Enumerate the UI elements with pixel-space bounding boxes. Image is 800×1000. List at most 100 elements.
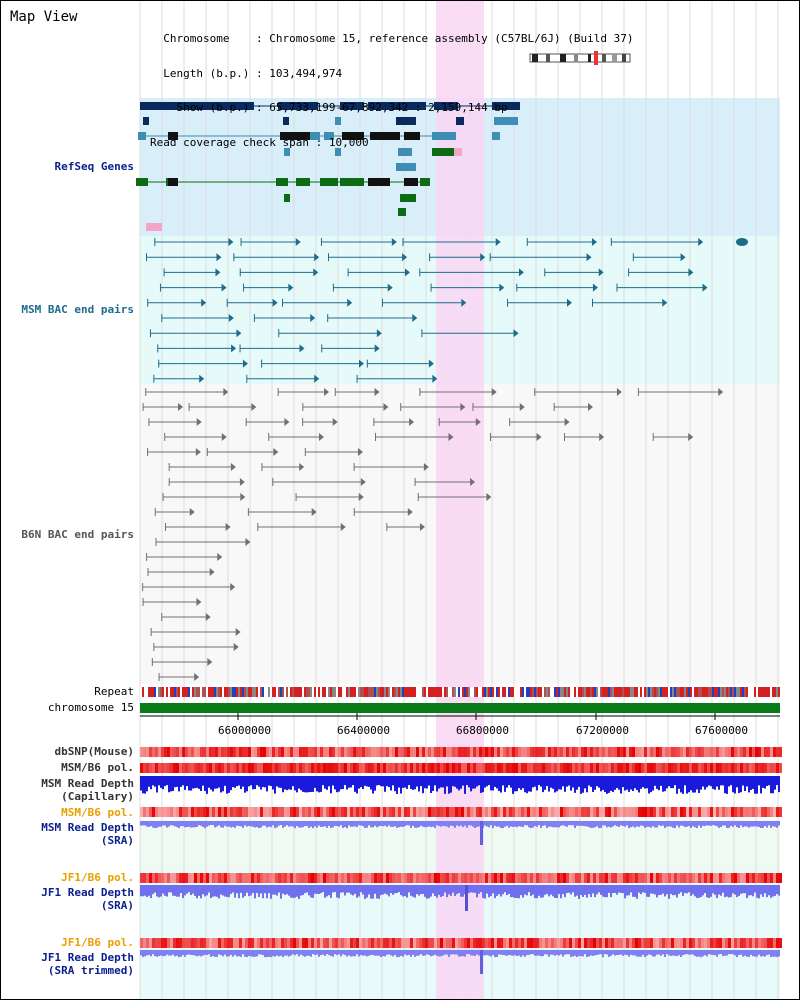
heat-cell — [215, 747, 218, 757]
heat-cell — [389, 938, 392, 948]
msm-bac-arrow — [201, 298, 207, 307]
heat-cell — [230, 763, 233, 773]
heat-cell — [581, 873, 584, 883]
heat-cell — [356, 938, 359, 948]
depth-bar — [298, 950, 300, 957]
heat-cell — [662, 763, 665, 773]
depth-bar — [706, 776, 708, 788]
depth-bar — [496, 885, 498, 896]
depth-bar — [186, 885, 188, 894]
heat-cell — [773, 873, 776, 883]
depth-bar — [254, 776, 256, 790]
depth-bar — [310, 885, 312, 898]
depth-bar — [680, 776, 682, 793]
repeat-bar — [162, 687, 164, 697]
heat-cell — [536, 938, 539, 948]
heat-cell — [704, 807, 707, 817]
msm-bac-arrow — [387, 283, 393, 292]
depth-bar — [488, 950, 490, 956]
depth-bar — [742, 885, 744, 894]
depth-bar — [716, 776, 718, 787]
depth-bar — [468, 821, 470, 826]
depth-bar — [686, 950, 688, 955]
depth-bar — [146, 885, 148, 898]
depth-bar — [324, 821, 326, 827]
heat-cell — [425, 807, 428, 817]
track-label-b6n-bac[interactable]: B6N BAC end pairs — [21, 528, 134, 541]
repeat-bar — [482, 687, 484, 697]
depth-bar — [474, 885, 476, 893]
repeat-bar — [478, 687, 480, 697]
depth-bar — [572, 776, 574, 788]
heat-cell — [416, 873, 419, 883]
depth-bar — [154, 950, 156, 957]
heat-cell — [443, 747, 446, 757]
repeat-bar — [746, 687, 748, 697]
depth-bar — [144, 821, 146, 826]
heat-cell — [689, 938, 692, 948]
depth-bar — [276, 885, 278, 896]
msm-bac-cluster — [736, 238, 748, 246]
heat-cell — [203, 938, 206, 948]
msm-bac-arrow — [680, 253, 686, 262]
depth-bar — [376, 885, 378, 899]
depth-bar — [446, 776, 448, 787]
repeat-bar — [172, 687, 174, 697]
depth-bar — [656, 821, 658, 828]
depth-bar — [458, 821, 460, 827]
depth-bar — [146, 821, 148, 827]
depth-bar — [634, 950, 636, 956]
depth-bar — [652, 821, 654, 827]
heat-cell — [224, 807, 227, 817]
repeat-bar — [352, 687, 354, 697]
depth-bar — [602, 885, 604, 897]
heat-cell — [434, 747, 437, 757]
heat-cell — [593, 873, 596, 883]
heat-cell — [602, 747, 605, 757]
repeat-bar — [288, 687, 290, 697]
track-label-msm-bac[interactable]: MSM BAC end pairs — [21, 303, 134, 316]
depth-bar — [252, 776, 254, 790]
heat-cell — [659, 747, 662, 757]
msm-bac-arrow — [215, 268, 221, 277]
depth-bar — [594, 821, 596, 828]
b6n-bac-arrow — [360, 478, 366, 486]
depth-bar — [724, 885, 726, 898]
heat-cell — [572, 763, 575, 773]
depth-bar — [538, 885, 540, 896]
repeat-bar — [518, 687, 520, 697]
repeat-bar — [254, 687, 256, 697]
heat-cell — [227, 807, 230, 817]
depth-bar — [466, 950, 468, 955]
depth-bar — [182, 950, 184, 956]
repeat-bar — [738, 687, 740, 697]
heat-cell — [551, 873, 554, 883]
b6n-bac-arrow — [718, 388, 724, 396]
repeat-bar — [274, 687, 276, 697]
gene-exon — [368, 178, 390, 186]
depth-bar — [756, 821, 758, 827]
depth-bar — [404, 821, 406, 827]
track-label-refseq[interactable]: RefSeq Genes — [54, 160, 134, 173]
depth-bar — [736, 821, 738, 828]
depth-bar — [184, 821, 186, 828]
heat-cell — [392, 938, 395, 948]
heat-cell — [479, 747, 482, 757]
depth-bar — [752, 776, 754, 789]
heat-cell — [146, 807, 149, 817]
heat-cell — [422, 807, 425, 817]
heat-cell — [200, 873, 203, 883]
heat-cell — [731, 747, 734, 757]
heat-cell — [536, 763, 539, 773]
msm-bac-arrow — [461, 298, 467, 307]
heat-cell — [752, 747, 755, 757]
depth-bar — [356, 821, 358, 828]
heat-cell — [503, 807, 506, 817]
heat-cell — [203, 763, 206, 773]
depth-bar — [444, 821, 446, 827]
depth-bar — [674, 885, 676, 896]
depth-bar — [166, 885, 168, 897]
depth-bar — [266, 776, 268, 792]
depth-bar — [498, 885, 500, 895]
heat-cell — [698, 873, 701, 883]
